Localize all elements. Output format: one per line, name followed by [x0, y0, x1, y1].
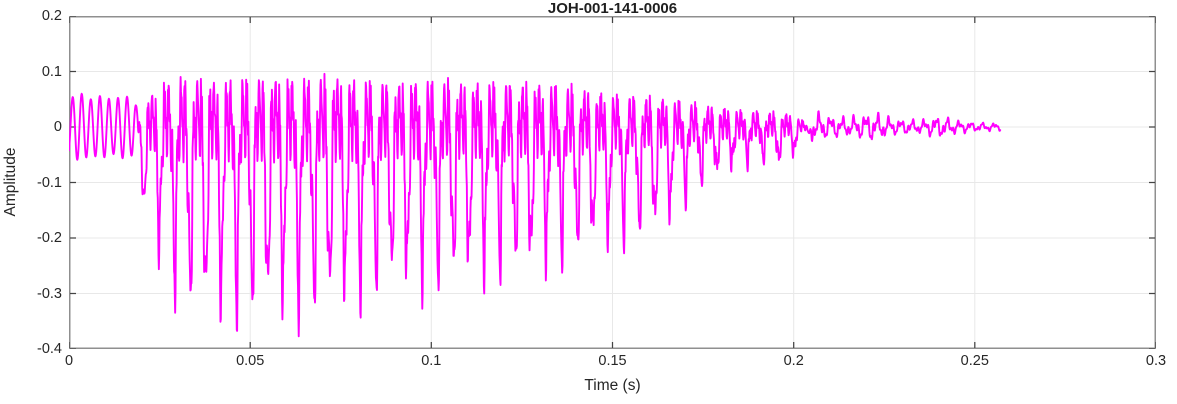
y-tick-label: 0.2 — [41, 8, 62, 24]
plot-area — [69, 16, 1156, 349]
x-tick-label: 0.1 — [421, 353, 442, 369]
y-tick-label: 0.1 — [41, 63, 62, 80]
y-tick-label: -0.4 — [37, 341, 62, 357]
y-tick-labels: 0.2 0.1 0 -0.1 -0.2 -0.3 -0.4 — [0, 8, 62, 357]
y-tick-label: -0.2 — [37, 230, 62, 246]
tick-marks — [69, 16, 1156, 349]
chart-title: JOH-001-141-0006 — [547, 0, 678, 17]
grid-lines — [69, 16, 1156, 349]
x-tick-labels: 0 0.05 0.1 0.15 0.2 0.25 0.3 — [65, 353, 1166, 371]
x-axis-label: Time (s) — [584, 377, 641, 394]
y-tick-label: -0.3 — [37, 285, 62, 302]
x-tick-label: 0.05 — [236, 353, 265, 369]
x-tick-label: 0.2 — [783, 353, 804, 369]
x-tick-label: 0.3 — [1145, 353, 1167, 369]
y-tick-label: -0.1 — [37, 174, 62, 191]
waveform-line — [69, 72, 1002, 338]
x-tick-label: 0 — [64, 353, 74, 369]
axis-box — [69, 16, 1156, 349]
y-tick-label: 0 — [53, 119, 62, 135]
x-tick-label: 0.15 — [598, 353, 627, 369]
x-tick-label: 0.25 — [960, 353, 989, 369]
